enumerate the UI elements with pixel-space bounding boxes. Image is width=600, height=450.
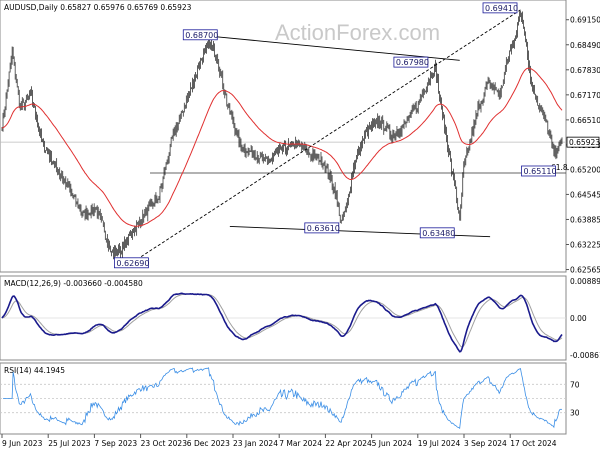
- price-tick-label: 0.69150: [570, 16, 600, 25]
- level-annotation-label: 0.63480: [422, 229, 455, 238]
- level-annotation: 0.69410: [482, 2, 518, 14]
- price-tick-label: 0.63225: [570, 240, 600, 249]
- date-tick-label: 25 Jul 2023: [48, 439, 91, 448]
- level-annotation-label: 0.68700: [185, 31, 218, 40]
- date-tick-label: 22 Apr 2024: [325, 439, 372, 448]
- upper-channel-line: [216, 36, 460, 61]
- date-tick-label: 17 Oct 2024: [510, 439, 557, 448]
- level-annotation-box: [182, 29, 218, 41]
- price-tick-label: 0.67830: [570, 66, 600, 75]
- ohlc-text: 0.65827 0.65976 0.65769 0.65923: [60, 3, 191, 12]
- macd-tick-label: -0.008612: [570, 351, 600, 360]
- level-annotation-box: [304, 222, 340, 234]
- level-annotation-box: [114, 257, 149, 269]
- rsi-tick-label: 70: [570, 380, 580, 389]
- macd-tick-label: 0.008896: [570, 277, 600, 286]
- date-tick-label: 23 Oct 2023: [141, 439, 188, 448]
- price-tick-label: 0.68490: [570, 41, 600, 50]
- level-annotation-box: [393, 56, 429, 68]
- level-annotation-label: 0.63610: [307, 224, 340, 233]
- date-tick-label: 3 Sep 2024: [464, 439, 507, 448]
- price-tick-label: 0.64545: [570, 190, 600, 199]
- date-tick-label: 9 Jun 2023: [2, 439, 43, 448]
- level-annotation-box: [521, 165, 556, 177]
- price-tick-label: 0.66510: [570, 116, 600, 125]
- date-tick-label: 7 Sep 2023: [94, 439, 137, 448]
- axis-layer: 0.691500.684900.678300.671700.665100.658…: [1, 16, 600, 448]
- price-tick-label: 0.62565: [570, 266, 600, 275]
- level-annotation-label: 0.62690: [116, 259, 149, 268]
- watermark: ActionForex.com: [275, 20, 440, 45]
- level-annotation-box: [419, 227, 455, 239]
- macd-title: MACD(12,26,9) -0.003660 -0.004580: [4, 279, 143, 288]
- macd-signal-line: [1, 293, 563, 348]
- current-price-tag: [566, 136, 600, 148]
- rsi-tick-label: 30: [570, 409, 580, 418]
- level-annotation: 0.63610: [304, 222, 340, 234]
- current-price-label: 0.65923: [569, 138, 600, 147]
- price-tick-label: 0.65200: [570, 166, 600, 175]
- price-tick-label: 0.63885: [570, 215, 600, 224]
- rsi-layer: [0, 367, 566, 430]
- macd-tick-label: 0.00: [570, 314, 587, 323]
- price-tick-label: 0.67170: [570, 91, 600, 100]
- date-tick-label: 6 Dec 2023: [187, 439, 230, 448]
- level-annotation-label: 0.67980: [396, 58, 429, 67]
- rsi-title: RSI(14) 44.1945: [4, 366, 65, 375]
- date-tick-label: 7 Mar 2024: [279, 439, 322, 448]
- level-annotation: 0.65110: [521, 165, 557, 177]
- rising-trendline: [128, 9, 521, 266]
- level-annotation: 0.67980: [393, 56, 429, 68]
- level-annotation: 0.62690: [114, 257, 150, 269]
- level-annotation-box: [482, 2, 518, 14]
- symbol-text: AUDUSD,Daily: [4, 3, 58, 12]
- chart-symbol: AUDUSD,Daily 0.65827 0.65976 0.65769 0.6…: [4, 3, 192, 12]
- level-annotation: 0.68700: [182, 29, 218, 41]
- moving-average-line: [1, 67, 563, 227]
- date-tick-label: 5 Jun 2024: [372, 439, 413, 448]
- date-tick-label: 19 Jul 2024: [418, 439, 461, 448]
- date-tick-label: 23 Jan 2024: [233, 439, 278, 448]
- support-fib-label: 61.8: [551, 163, 568, 172]
- macd-layer: [0, 292, 566, 353]
- level-annotation: 0.63480: [419, 227, 455, 239]
- level-annotation-label: 0.65110: [524, 167, 557, 176]
- rsi-panel: [0, 362, 567, 435]
- price-layer: 61.8 0.62690 0.68700 0.63610 0.63480 0.67980 0…: [0, 2, 568, 269]
- level-annotation-label: 0.69410: [485, 4, 518, 13]
- macd-line: [1, 292, 563, 353]
- rsi-line: [3, 367, 563, 430]
